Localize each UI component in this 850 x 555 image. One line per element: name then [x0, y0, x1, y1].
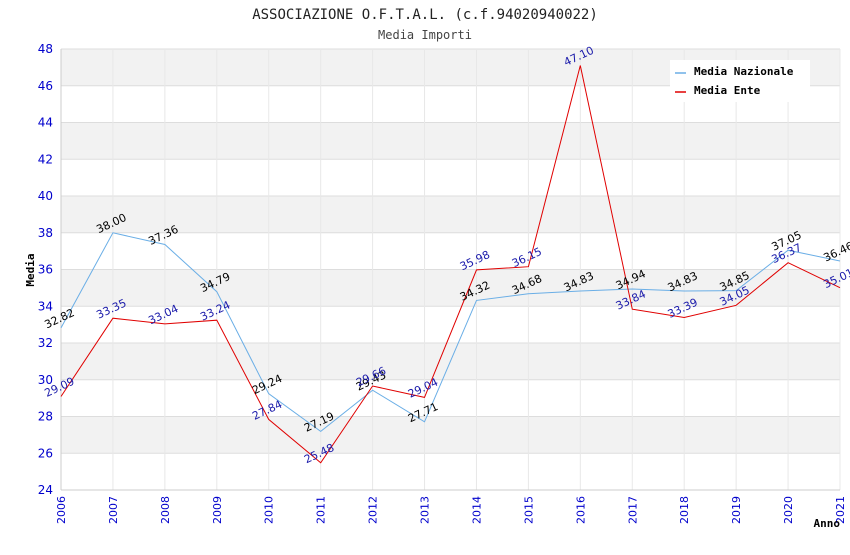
x-tick-label: 2012 — [367, 496, 380, 524]
axes — [60, 49, 840, 491]
series-line-media-nazionale — [60, 232, 841, 433]
x-tick-label: 2014 — [470, 496, 483, 524]
x-tick-label: 2006 — [55, 496, 68, 524]
legend: Media Nazionale Media Ente — [670, 60, 810, 102]
plot-band — [61, 159, 840, 196]
plot-band — [61, 122, 840, 160]
y-tick-label: 44 — [38, 116, 53, 130]
x-tick-label: 2017 — [626, 496, 639, 524]
x-tick-label: 2011 — [315, 496, 328, 524]
plot-band — [61, 232, 840, 270]
y-tick-label: 46 — [38, 79, 53, 93]
y-tick-label: 30 — [38, 373, 53, 387]
series-line-media-ente — [60, 65, 841, 464]
x-tick-label: 2016 — [574, 496, 587, 524]
y-axis-ticks: 24 26 28 30 32 34 36 38 40 42 44 46 48 — [38, 42, 53, 497]
legend-box — [670, 60, 810, 102]
legend-label-media-ente: Media Ente — [694, 84, 761, 97]
x-tick-label: 2008 — [159, 496, 172, 524]
x-tick-label: 2009 — [211, 496, 224, 524]
y-tick-label: 26 — [38, 446, 53, 460]
plot-band — [61, 379, 840, 417]
x-tick-label: 2013 — [419, 496, 432, 524]
x-tick-label: 2019 — [730, 496, 743, 524]
plot-band — [61, 453, 840, 490]
x-tick-label: 2015 — [522, 496, 535, 524]
x-tick-label: 2010 — [263, 496, 276, 524]
y-tick-label: 38 — [38, 226, 53, 240]
y-tick-label: 42 — [38, 152, 53, 166]
y-tick-label: 24 — [38, 483, 53, 497]
gridlines — [60, 48, 841, 491]
y-tick-label: 36 — [38, 263, 53, 277]
y-tick-label: 32 — [38, 336, 53, 350]
plot-band — [61, 306, 840, 343]
plot-band — [61, 196, 840, 233]
plot-background — [61, 49, 840, 490]
x-tick-label: 2007 — [107, 496, 120, 524]
y-tick-label: 28 — [38, 410, 53, 424]
y-axis-label: Media — [24, 253, 37, 286]
chart-subtitle: Media Importi — [378, 28, 472, 42]
x-tick-label: 2020 — [782, 496, 795, 524]
plot-band — [61, 269, 840, 307]
y-tick-label: 34 — [38, 299, 53, 313]
y-tick-label: 48 — [38, 42, 53, 56]
chart-title: ASSOCIAZIONE O.F.T.A.L. (c.f.94020940022… — [252, 7, 598, 23]
x-tick-label: 2018 — [678, 496, 691, 524]
x-axis-label: Anno — [814, 517, 841, 530]
y-tick-label: 40 — [38, 189, 53, 203]
x-axis-ticks: 2006 2007 2008 2009 2010 2011 2012 2013 2014 2015… — [55, 496, 847, 524]
series-lines — [60, 65, 841, 464]
legend-label-media-nazionale: Media Nazionale — [694, 65, 794, 78]
plot-band — [61, 416, 840, 454]
x-tick-label: 2021 — [834, 496, 847, 524]
